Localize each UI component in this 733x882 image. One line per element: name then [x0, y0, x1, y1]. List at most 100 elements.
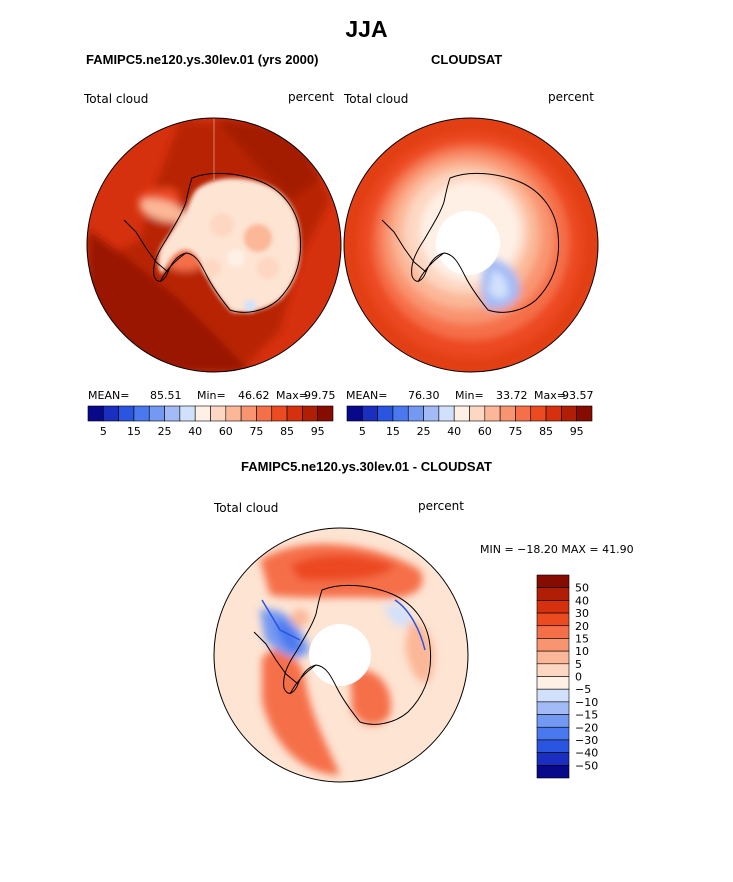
colorbar-difference-tick-label: −10 — [575, 696, 598, 709]
colorbar-panel2-swatch — [469, 405, 486, 422]
colorbar-difference-tick-label: −5 — [575, 683, 591, 696]
colorbar-difference-swatch — [536, 765, 570, 779]
panel1-map — [86, 117, 342, 373]
colorbar-difference-swatch — [536, 714, 570, 728]
panel1-units-label: percent — [288, 90, 334, 104]
panel1-mean-value: 85.51 — [150, 389, 182, 402]
colorbar-difference-tick-label: 40 — [575, 594, 589, 607]
colorbar-difference-swatch — [536, 574, 570, 588]
panel2-title: CLOUDSAT — [431, 52, 503, 67]
colorbar-panel2-swatch — [423, 405, 440, 422]
colorbar-panel2-tick-label: 25 — [417, 425, 431, 438]
colorbar-panel1-tick-label: 95 — [311, 425, 325, 438]
colorbar-difference-swatch — [536, 739, 570, 753]
colorbar-difference-swatch — [536, 625, 570, 639]
colorbar-difference-swatch — [536, 600, 570, 614]
colorbar-panel2-swatch — [377, 405, 394, 422]
panel1-mean-label: MEAN= — [88, 389, 130, 402]
colorbar-panel2: 5 15 25 40 60 75 85 95 — [346, 405, 593, 438]
colorbar-difference-tick-label: 15 — [575, 632, 589, 645]
colorbar-difference-tick-label: 0 — [575, 671, 582, 684]
colorbar-panel1-tick-label: 25 — [158, 425, 172, 438]
panel1-max-label: Max= — [276, 389, 308, 402]
colorbar-difference-swatch — [536, 587, 570, 601]
colorbar-difference-swatch — [536, 638, 570, 652]
colorbar-difference-tick-label: 30 — [575, 607, 589, 620]
colorbar-difference-tick-label: −40 — [575, 747, 598, 760]
colorbar-panel2-tick-label: 40 — [447, 425, 461, 438]
colorbar-panel1-swatch — [286, 405, 303, 422]
colorbar-panel2-swatch — [453, 405, 470, 422]
colorbar-difference-tick-label: 20 — [575, 620, 589, 633]
panel1-variable-label: Total cloud — [84, 92, 149, 106]
colorbar-difference-tick-label: −50 — [575, 759, 598, 772]
colorbar-difference-swatch — [536, 663, 570, 677]
colorbar-panel1-tick-label: 60 — [219, 425, 233, 438]
colorbar-panel2-swatch — [346, 405, 363, 422]
colorbar-panel1-tick-label: 85 — [280, 425, 294, 438]
colorbar-panel1-swatch — [271, 405, 288, 422]
main-title: JJA — [345, 16, 388, 42]
panel2-variable-label: Total cloud — [344, 92, 409, 106]
colorbar-panel1-swatch — [103, 405, 119, 422]
colorbar-panel2-swatch — [438, 405, 455, 422]
colorbar-panel2-swatch — [515, 405, 532, 422]
panel2-max-label: Max= — [534, 389, 566, 402]
panel2-min-label: Min= — [455, 389, 484, 402]
panel1-title: FAMIPC5.ne120.ys.30lev.01 (yrs 2000) — [86, 52, 319, 67]
colorbar-panel1-tick-label: 40 — [188, 425, 202, 438]
colorbar-panel1-swatch — [240, 405, 257, 422]
colorbar-panel1-swatch — [164, 405, 181, 422]
colorbar-panel1-tick-label: 5 — [100, 425, 107, 438]
panel3-units-label: percent — [418, 499, 464, 513]
panel3-title: FAMIPC5.ne120.ys.30lev.01 - CLOUDSAT — [241, 459, 492, 474]
panel2-map — [343, 117, 599, 373]
colorbar-panel2-tick-label: 75 — [508, 425, 522, 438]
colorbar-difference-tick-label: −30 — [575, 734, 598, 747]
colorbar-panel2-tick-label: 15 — [386, 425, 400, 438]
panel2-max-value: 93.57 — [562, 389, 594, 402]
colorbar-panel2-swatch — [561, 405, 577, 422]
colorbar-panel2-swatch — [407, 405, 424, 422]
colorbar-panel1-swatch — [133, 405, 150, 422]
panel3-minmax: MIN = −18.20 MAX = 41.90 — [480, 543, 634, 556]
panel2-min-value: 33.72 — [496, 389, 528, 402]
panel1-min-value: 46.62 — [238, 389, 270, 402]
panel1-min-label: Min= — [197, 389, 226, 402]
colorbar-panel2-swatch — [392, 405, 409, 422]
colorbar-panel1-swatch — [210, 405, 227, 422]
colorbar-panel2-tick-label: 5 — [359, 425, 366, 438]
colorbar-panel2-swatch — [530, 405, 547, 422]
panel1-max-value: 99.75 — [304, 389, 336, 402]
colorbar-difference-swatch — [536, 726, 570, 741]
colorbar-panel2-tick-label: 60 — [478, 425, 492, 438]
colorbar-panel1-swatch — [194, 405, 211, 422]
colorbar-panel1-swatch — [302, 405, 318, 422]
colorbar-panel1-swatch — [256, 405, 273, 422]
colorbar-panel1-swatch — [87, 405, 104, 422]
panel2-units-label: percent — [548, 90, 594, 104]
panel2-mean-value: 76.30 — [408, 389, 440, 402]
colorbar-panel1-tick-label: 75 — [249, 425, 263, 438]
colorbar-panel1-swatch — [118, 405, 135, 422]
colorbar-panel1-tick-label: 15 — [127, 425, 141, 438]
colorbar-panel1-swatch — [179, 405, 196, 422]
colorbar-difference-swatch — [536, 701, 570, 715]
colorbar-panel2-tick-label: 95 — [570, 425, 584, 438]
colorbar-panel2-swatch — [362, 405, 378, 422]
panel2-mean-label: MEAN= — [346, 389, 388, 402]
colorbar-difference-tick-label: −20 — [575, 721, 598, 734]
colorbar-difference-tick-label: 5 — [575, 658, 582, 671]
colorbar-panel1-swatch — [148, 405, 165, 422]
colorbar-panel2-swatch — [576, 405, 593, 422]
colorbar-panel2-swatch — [484, 405, 501, 422]
colorbar-panel1-swatch — [225, 405, 242, 422]
colorbar-panel1: 5 15 25 40 60 75 85 95 — [87, 405, 334, 438]
colorbar-difference-swatch — [536, 650, 570, 665]
panel3-map — [213, 527, 469, 783]
colorbar-difference-swatch — [536, 612, 570, 627]
panel3-variable-label: Total cloud — [214, 501, 279, 515]
colorbar-difference-tick-label: −15 — [575, 709, 598, 722]
